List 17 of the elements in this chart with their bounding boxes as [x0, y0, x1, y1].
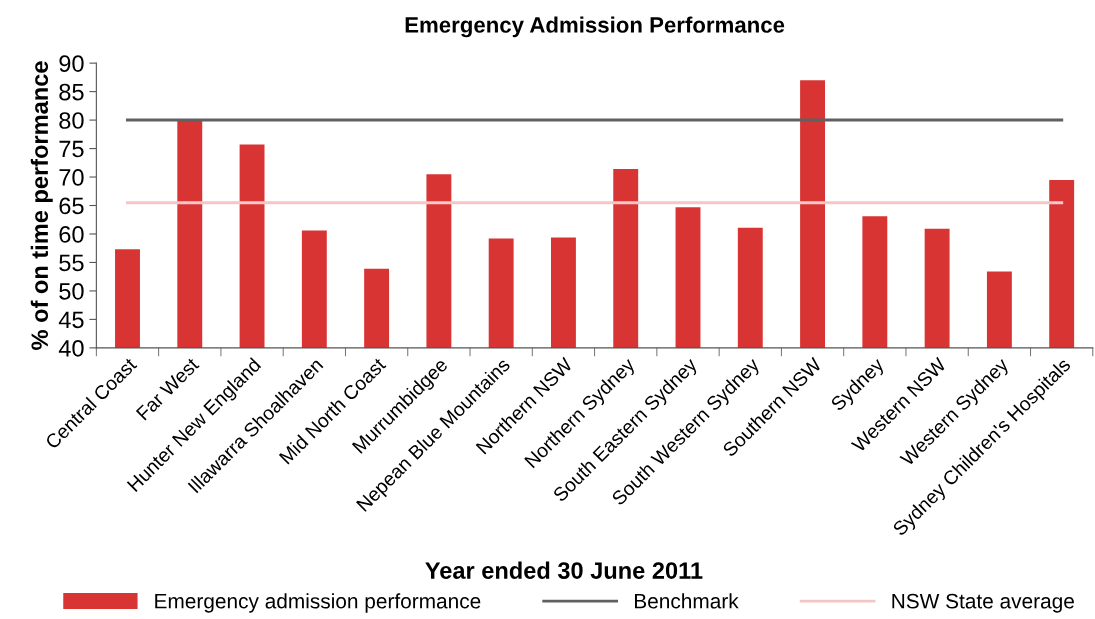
y-tick-label: 90 — [59, 55, 84, 72]
y-tick-label: 60 — [59, 226, 84, 243]
y-tick-label: 65 — [59, 197, 84, 215]
y-tick-label: 50 — [59, 283, 84, 300]
x-axis-title: Year ended 30 June 2011 — [425, 561, 703, 579]
legend-label: Benchmark — [635, 593, 739, 609]
legend-label: Emergency admission performance — [155, 593, 481, 613]
y-tick-label: 75 — [59, 140, 84, 158]
y-axis-title: % of on time performance — [30, 61, 53, 350]
chart-title: Emergency Admission Performance — [405, 16, 785, 38]
y-tick-label: 55 — [59, 254, 84, 272]
y-tick-label: 40 — [58, 339, 84, 357]
y-tick-label: 70 — [59, 169, 84, 186]
y-tick-label: 85 — [59, 83, 84, 101]
y-tick-label: 80 — [59, 112, 84, 129]
y-tick-label: 45 — [58, 311, 84, 329]
legend-label: NSW State average — [892, 593, 1074, 613]
